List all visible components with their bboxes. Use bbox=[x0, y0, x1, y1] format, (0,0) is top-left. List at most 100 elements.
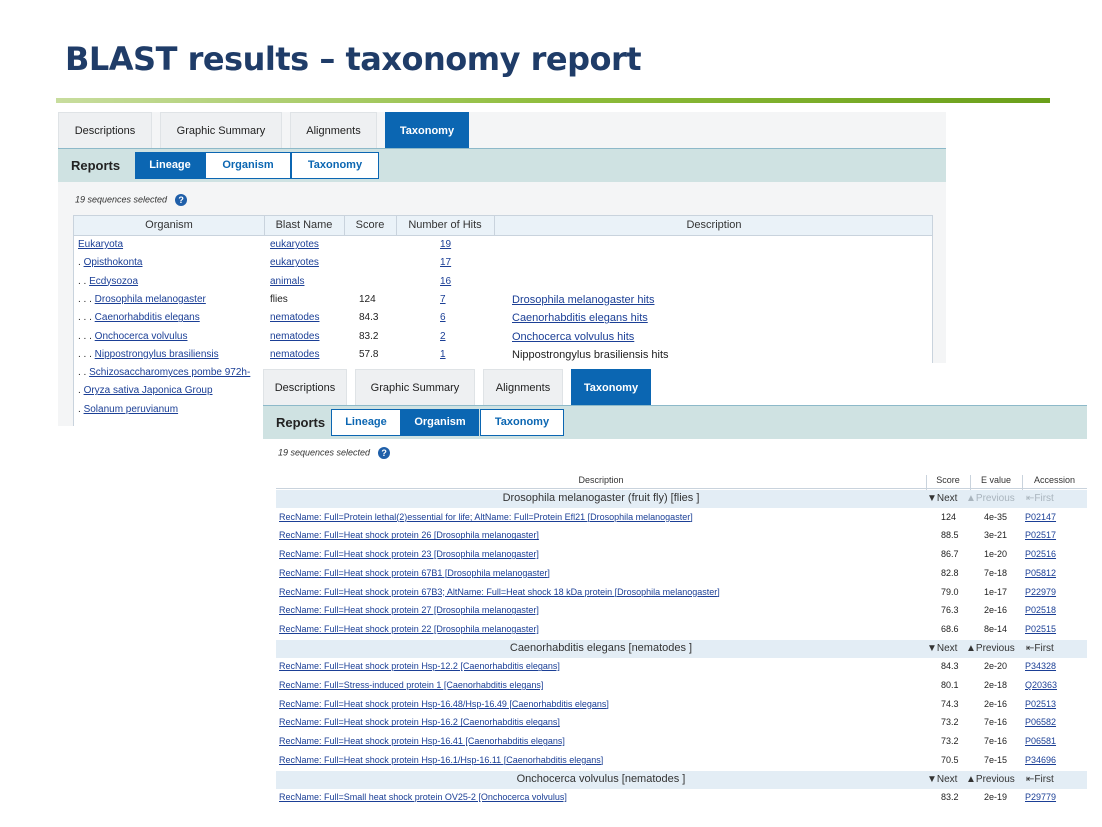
report-tab-lineage-2[interactable]: Lineage bbox=[331, 409, 401, 436]
accession-link[interactable]: P05812 bbox=[1025, 567, 1057, 578]
next-link[interactable]: ▼Next bbox=[927, 493, 958, 504]
organism-link[interactable]: Onchocerca volvulus bbox=[94, 330, 188, 342]
col-blast-name[interactable]: Blast Name bbox=[275, 219, 333, 231]
organism-link[interactable]: Ecdysozoa bbox=[89, 275, 139, 287]
description-cell[interactable]: Onchocerca volvulus hits bbox=[512, 330, 635, 343]
accession-link[interactable]: P02517 bbox=[1025, 530, 1057, 541]
organism-link[interactable]: Drosophila melanogaster bbox=[94, 293, 206, 305]
hit-evalue: 2e-18 bbox=[984, 680, 1008, 690]
hit-score: 74.3 bbox=[941, 698, 959, 709]
accession-link[interactable]: P22979 bbox=[1025, 586, 1057, 597]
report-tab-lineage[interactable]: Lineage bbox=[135, 152, 205, 179]
hit-description-link[interactable]: RecName: Full=Heat shock protein Hsp-16.… bbox=[279, 698, 609, 709]
accession-link[interactable]: P02147 bbox=[1025, 511, 1057, 522]
result-tabs: Descriptions Graphic Summary Alignments … bbox=[58, 112, 477, 148]
tab-taxonomy-2[interactable]: Taxonomy bbox=[571, 369, 651, 405]
col-description[interactable]: Description bbox=[686, 219, 742, 231]
tab-taxonomy[interactable]: Taxonomy bbox=[385, 112, 469, 148]
accession-link[interactable]: P34328 bbox=[1025, 661, 1057, 672]
accession-link[interactable]: P34696 bbox=[1025, 754, 1057, 765]
first-link[interactable]: ⇤First bbox=[1026, 642, 1054, 654]
indent-dots: . . . bbox=[78, 348, 95, 360]
blast-name-cell[interactable]: animals bbox=[270, 275, 305, 287]
blast-name-cell[interactable]: eukaryotes bbox=[270, 239, 319, 250]
help-icon-2[interactable]: ? bbox=[378, 447, 391, 459]
accession-link[interactable]: Q20363 bbox=[1025, 680, 1058, 690]
col-number-of-hits[interactable]: Number of Hits bbox=[408, 219, 482, 231]
blast-name-cell[interactable]: nematodes bbox=[270, 312, 320, 324]
hit-score: 79.0 bbox=[941, 586, 959, 597]
hit-description-link[interactable]: RecName: Full=Heat shock protein 67B1 [D… bbox=[279, 567, 550, 578]
hit-description-link[interactable]: RecName: Full=Heat shock protein 67B3; A… bbox=[279, 586, 720, 597]
organism-link[interactable]: Eukaryota bbox=[78, 239, 124, 250]
organism-link[interactable]: Oryza sativa Japonica Group bbox=[83, 385, 213, 397]
hit-description-link[interactable]: RecName: Full=Heat shock protein 23 [Dro… bbox=[279, 549, 539, 560]
tab-descriptions-2[interactable]: Descriptions bbox=[263, 369, 347, 405]
description-cell[interactable]: Drosophila melanogaster hits bbox=[512, 293, 655, 306]
tab-descriptions[interactable]: Descriptions bbox=[58, 112, 152, 148]
col-score[interactable]: Score bbox=[355, 219, 385, 231]
blast-name-cell[interactable]: eukaryotes bbox=[270, 257, 319, 269]
hit-description-link[interactable]: RecName: Full=Heat shock protein 26 [Dro… bbox=[279, 530, 539, 541]
description-cell[interactable]: Caenorhabditis elegans hits bbox=[512, 312, 648, 325]
hit-description-link[interactable]: RecName: Full=Heat shock protein 22 [Dro… bbox=[279, 623, 539, 634]
hits-link[interactable]: 2 bbox=[440, 330, 446, 342]
hit-description-link[interactable]: RecName: Full=Heat shock protein 27 [Dro… bbox=[279, 605, 539, 616]
organism-link[interactable]: Schizosaccharomyces pombe 972h- bbox=[89, 367, 251, 379]
next-link[interactable]: ▼Next bbox=[927, 642, 958, 654]
organism-link[interactable]: Nippostrongylus brasiliensis bbox=[94, 348, 219, 360]
col-evalue[interactable]: E value bbox=[980, 475, 1012, 485]
help-icon[interactable]: ? bbox=[175, 194, 188, 206]
next-link[interactable]: ▼Next bbox=[927, 773, 958, 785]
accession-link[interactable]: P02515 bbox=[1025, 623, 1057, 634]
organism-group-name: Drosophila melanogaster (fruit fly) [fli… bbox=[502, 492, 700, 504]
hits-link[interactable]: 16 bbox=[440, 275, 452, 287]
first-link: ⇤First bbox=[1026, 493, 1054, 504]
hits-link[interactable]: 17 bbox=[440, 257, 452, 269]
col-organism[interactable]: Organism bbox=[145, 219, 193, 231]
hit-description-link[interactable]: RecName: Full=Small heat shock protein O… bbox=[279, 792, 567, 803]
blast-name-cell[interactable]: nematodes bbox=[270, 330, 320, 342]
tab-alignments[interactable]: Alignments bbox=[290, 112, 377, 148]
organism-table-header: Description Score E value Accession bbox=[276, 471, 1087, 493]
hits-link[interactable]: 1 bbox=[440, 348, 446, 360]
hits-link[interactable]: 6 bbox=[440, 312, 446, 324]
report-tab-organism[interactable]: Organism bbox=[205, 152, 291, 179]
accession-link[interactable]: P06582 bbox=[1025, 717, 1057, 728]
table-row: . Oryza sativa Japonica Group bbox=[74, 383, 932, 401]
hit-description-link[interactable]: RecName: Full=Heat shock protein Hsp-16.… bbox=[279, 736, 565, 747]
report-tab-taxonomy-2[interactable]: Taxonomy bbox=[480, 409, 564, 436]
col-description-2[interactable]: Description bbox=[578, 475, 624, 485]
previous-link[interactable]: ▲Previous bbox=[966, 773, 1015, 785]
col-accession[interactable]: Accession bbox=[1033, 475, 1076, 485]
organism-link[interactable]: Solanum peruvianum bbox=[83, 403, 179, 415]
col-score-2[interactable]: Score bbox=[936, 475, 960, 485]
hit-description-link[interactable]: RecName: Full=Heat shock protein Hsp-12.… bbox=[279, 661, 560, 672]
tab-graphic-summary[interactable]: Graphic Summary bbox=[160, 112, 282, 148]
tab-graphic-summary-2[interactable]: Graphic Summary bbox=[355, 369, 475, 405]
accession-link[interactable]: P06581 bbox=[1025, 736, 1057, 747]
accession-link[interactable]: P02518 bbox=[1025, 605, 1057, 616]
hit-description-link[interactable]: RecName: Full=Stress-induced protein 1 [… bbox=[279, 680, 544, 690]
hit-row: RecName: Full=Small heat shock protein O… bbox=[276, 789, 1087, 807]
organism-link[interactable]: Opisthokonta bbox=[83, 257, 143, 269]
organism-link[interactable]: Caenorhabditis elegans bbox=[94, 312, 200, 324]
first-link[interactable]: ⇤First bbox=[1026, 773, 1054, 785]
hits-link[interactable]: 7 bbox=[440, 293, 446, 305]
indent-dots: . bbox=[78, 257, 84, 269]
accession-link[interactable]: P29779 bbox=[1025, 792, 1057, 803]
blast-name-cell[interactable]: nematodes bbox=[270, 348, 320, 360]
hits-link[interactable]: 19 bbox=[440, 239, 452, 250]
hit-description-link[interactable]: RecName: Full=Heat shock protein Hsp-16.… bbox=[279, 717, 560, 728]
organism-group-name: Onchocerca volvulus [nematodes ] bbox=[516, 772, 686, 785]
hit-description-link[interactable]: RecName: Full=Heat shock protein Hsp-16.… bbox=[279, 754, 604, 765]
report-tab-organism-2[interactable]: Organism bbox=[401, 409, 479, 436]
accession-link[interactable]: P02516 bbox=[1025, 549, 1057, 560]
previous-link[interactable]: ▲Previous bbox=[966, 642, 1015, 654]
tab-alignments-2[interactable]: Alignments bbox=[483, 369, 563, 405]
accession-link[interactable]: P02513 bbox=[1025, 698, 1057, 709]
hit-row: RecName: Full=Heat shock protein 22 [Dro… bbox=[276, 621, 1087, 639]
hit-description-link[interactable]: RecName: Full=Protein lethal(2)essential… bbox=[279, 511, 693, 522]
report-tab-taxonomy[interactable]: Taxonomy bbox=[291, 152, 379, 179]
reports-bar-2: Reports Lineage Organism Taxonomy bbox=[263, 405, 1087, 439]
